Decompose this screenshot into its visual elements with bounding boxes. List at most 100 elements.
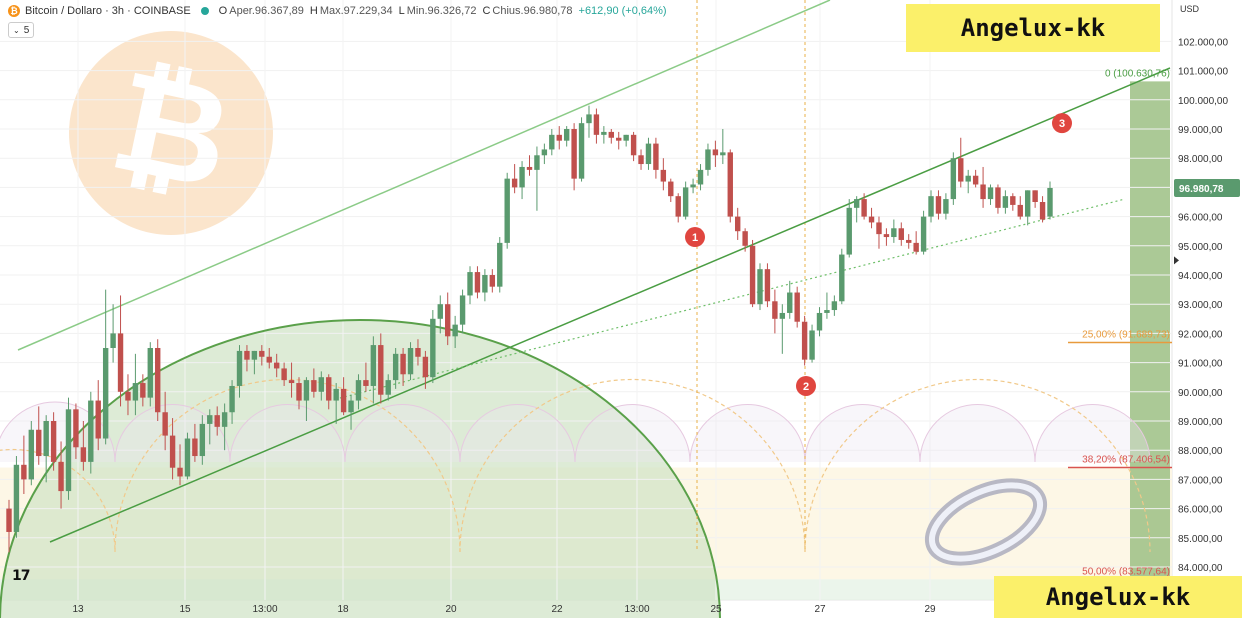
candle-body: [162, 412, 168, 436]
candle-body: [95, 400, 101, 439]
candle-body: [467, 272, 473, 296]
candle-body: [757, 269, 763, 305]
candle-body: [891, 228, 897, 238]
candle-body: [36, 429, 42, 457]
small-cycle-arc: [919, 404, 1036, 463]
candle-body: [816, 312, 823, 331]
change-value: +612,90 (+0,64%): [578, 5, 667, 17]
price-tick-label: 88.000,00: [1178, 446, 1223, 457]
candle-body: [578, 123, 585, 179]
candle-body: [668, 181, 674, 197]
candle-body: [244, 350, 250, 360]
candle-body: [303, 380, 310, 401]
candle-body: [132, 383, 139, 401]
candle-body: [526, 166, 533, 170]
candle-body: [363, 380, 369, 386]
wave-marker-label: 3: [1059, 118, 1065, 130]
candle-body: [712, 149, 719, 156]
candle-body: [147, 348, 153, 398]
time-tick-label: 13: [72, 604, 84, 615]
price-tick-label: 100.000,00: [1178, 96, 1228, 107]
price-tick-label: 90.000,00: [1178, 388, 1223, 399]
small-cycle-arc: [459, 404, 576, 463]
candle-body: [898, 228, 904, 240]
candle-body: [853, 199, 860, 208]
candle-body: [1039, 202, 1046, 220]
watermark-bottom: Angelux-kk: [994, 576, 1242, 618]
candle-body: [742, 231, 748, 246]
candle-body: [140, 383, 146, 398]
candle-body: [340, 388, 347, 413]
candle-body: [593, 114, 600, 135]
low-label: L: [398, 5, 405, 17]
indicators-toggle[interactable]: ⌄ 5: [8, 22, 35, 38]
large-cycle-arc: [0, 319, 721, 618]
candle-body: [638, 155, 644, 165]
candle-body: [296, 383, 302, 401]
candle-body: [987, 187, 994, 200]
candle-body: [824, 310, 830, 313]
candle-body: [378, 345, 384, 395]
price-tick-label: 95.000,00: [1178, 242, 1223, 253]
candle-body: [645, 143, 652, 165]
candle-body: [288, 380, 295, 384]
low-value: Min.96.326,72: [406, 5, 477, 17]
currency-label[interactable]: USD: [1180, 4, 1200, 14]
candle-body: [534, 155, 540, 170]
candle-body: [697, 169, 704, 185]
candle-body: [400, 353, 406, 375]
candle-body: [504, 178, 510, 243]
candle-body: [601, 131, 607, 135]
candle-body: [735, 216, 741, 232]
candle-body: [958, 158, 964, 182]
candle-body: [950, 158, 957, 200]
time-tick-label: 25: [710, 604, 722, 615]
small-cycle-arc: [344, 404, 461, 463]
candle-body: [883, 234, 890, 238]
candle-body: [809, 330, 815, 360]
candle-body: [1002, 196, 1009, 208]
wave-marker-circle: [1052, 113, 1072, 134]
candle-body: [608, 131, 614, 138]
candle-body: [192, 438, 198, 457]
candle-body: [474, 272, 481, 293]
candle-body: [370, 345, 377, 386]
price-tick-label: 96.000,00: [1178, 213, 1223, 224]
ring-decoration: [924, 478, 1048, 566]
indicator-count: 5: [23, 24, 30, 36]
high-label: H: [309, 5, 318, 17]
candle-body: [965, 175, 971, 182]
candle-body: [1032, 190, 1038, 202]
candle-body: [511, 178, 518, 188]
time-tick-label: 13:00: [252, 604, 277, 615]
price-tick-label: 101.000,00: [1178, 67, 1228, 78]
tradingview-logo: 17: [12, 568, 31, 584]
candle-body: [28, 429, 35, 480]
candle-body: [58, 461, 64, 492]
candle-body: [1047, 187, 1053, 217]
candle-body: [1017, 204, 1023, 217]
large-cycle-area: [0, 320, 720, 618]
candle-body: [764, 269, 771, 302]
candle-body: [913, 242, 919, 252]
candle-body: [88, 400, 94, 462]
wave-markers: 1 2 3: [685, 113, 1072, 396]
wave-marker-label: 1: [692, 232, 698, 244]
candle-body: [80, 447, 87, 462]
symbol-label[interactable]: Bitcoin / Dollaro · 3h · COINBASE: [25, 5, 191, 17]
candle-body: [876, 222, 882, 235]
time-tick-label: 18: [337, 604, 349, 615]
candle-body: [660, 169, 667, 182]
price-axis-background: [1172, 0, 1242, 618]
open-label: O: [218, 5, 228, 17]
medium-cycle-arc: [459, 378, 806, 553]
time-axis[interactable]: 13 15 13:00 18 20 22 13:00 25 27 29: [72, 604, 936, 615]
candle-body: [995, 187, 1001, 208]
wave-marker-circle: [685, 227, 705, 248]
candle-body: [920, 216, 927, 252]
close-label: C: [482, 5, 491, 17]
price-axis[interactable]: 84.000,00 85.000,00 86.000,00 87.000,00 88.0…: [1174, 37, 1240, 574]
candlesticks[interactable]: [6, 105, 1053, 553]
candle-body: [117, 333, 124, 392]
